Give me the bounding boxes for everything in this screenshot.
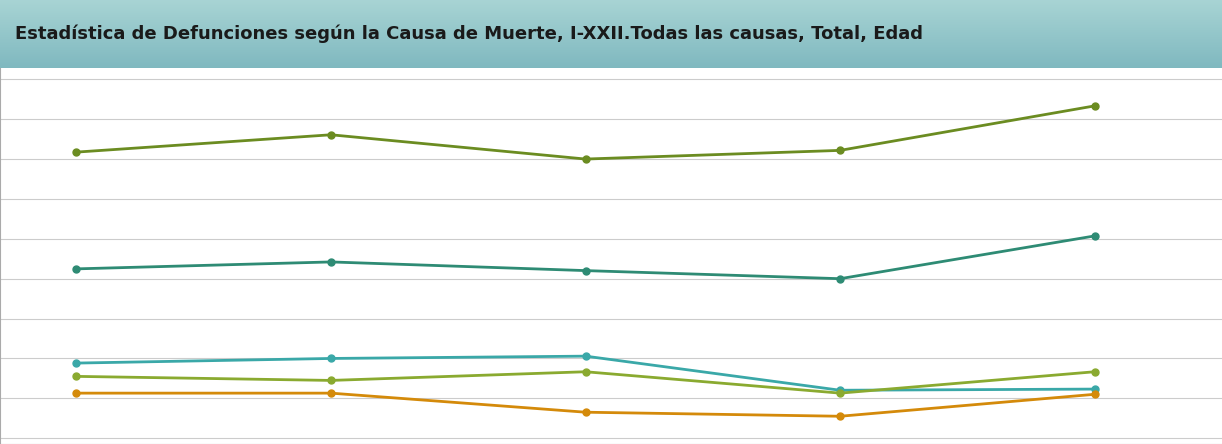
Bar <box>0 47 1222 48</box>
Bar <box>0 42 1222 43</box>
Bar <box>0 64 1222 65</box>
Bar <box>0 4 1222 5</box>
Bar <box>0 63 1222 64</box>
Bar <box>0 45 1222 46</box>
Bar <box>0 29 1222 30</box>
Bar <box>0 38 1222 39</box>
Bar <box>0 30 1222 31</box>
Bar <box>0 16 1222 17</box>
Bar <box>0 9 1222 10</box>
Bar <box>0 52 1222 53</box>
Bar <box>0 28 1222 29</box>
Bar <box>0 26 1222 27</box>
Bar <box>0 7 1222 8</box>
Bar <box>0 39 1222 40</box>
Bar <box>0 20 1222 21</box>
Bar <box>0 61 1222 62</box>
Bar <box>0 44 1222 45</box>
Bar <box>0 14 1222 15</box>
Bar <box>0 11 1222 12</box>
Bar <box>0 34 1222 35</box>
Bar <box>0 22 1222 23</box>
Bar <box>0 3 1222 4</box>
Bar <box>0 53 1222 54</box>
Bar <box>0 60 1222 61</box>
Bar <box>0 8 1222 9</box>
Bar <box>0 54 1222 55</box>
Bar <box>0 10 1222 11</box>
Bar <box>0 55 1222 56</box>
Bar <box>0 27 1222 28</box>
Bar <box>0 51 1222 52</box>
Bar <box>0 59 1222 60</box>
Bar <box>0 41 1222 42</box>
Bar <box>0 36 1222 37</box>
Bar <box>0 21 1222 22</box>
Bar <box>0 18 1222 19</box>
Bar <box>0 12 1222 13</box>
Bar <box>0 40 1222 41</box>
Bar <box>0 25 1222 26</box>
Bar <box>0 65 1222 66</box>
Bar <box>0 2 1222 3</box>
Bar <box>0 0 1222 1</box>
Bar <box>0 56 1222 57</box>
Bar <box>0 17 1222 18</box>
Bar <box>0 58 1222 59</box>
Bar <box>0 19 1222 20</box>
Bar <box>0 15 1222 16</box>
Bar <box>0 37 1222 38</box>
Bar <box>0 66 1222 67</box>
Bar <box>0 48 1222 49</box>
Bar <box>0 23 1222 24</box>
Bar <box>0 46 1222 47</box>
Bar <box>0 33 1222 34</box>
Bar <box>0 1 1222 2</box>
Bar <box>0 31 1222 32</box>
Bar <box>0 62 1222 63</box>
Bar <box>0 67 1222 68</box>
Bar <box>0 57 1222 58</box>
Bar <box>0 49 1222 50</box>
Bar <box>0 13 1222 14</box>
Bar <box>0 32 1222 33</box>
Bar <box>0 6 1222 7</box>
Bar <box>0 5 1222 6</box>
Bar <box>0 43 1222 44</box>
Bar <box>0 24 1222 25</box>
Bar <box>0 50 1222 51</box>
Text: Estadística de Defunciones según la Causa de Muerte, I-XXII.Todas las causas, To: Estadística de Defunciones según la Caus… <box>15 25 923 44</box>
Bar <box>0 35 1222 36</box>
